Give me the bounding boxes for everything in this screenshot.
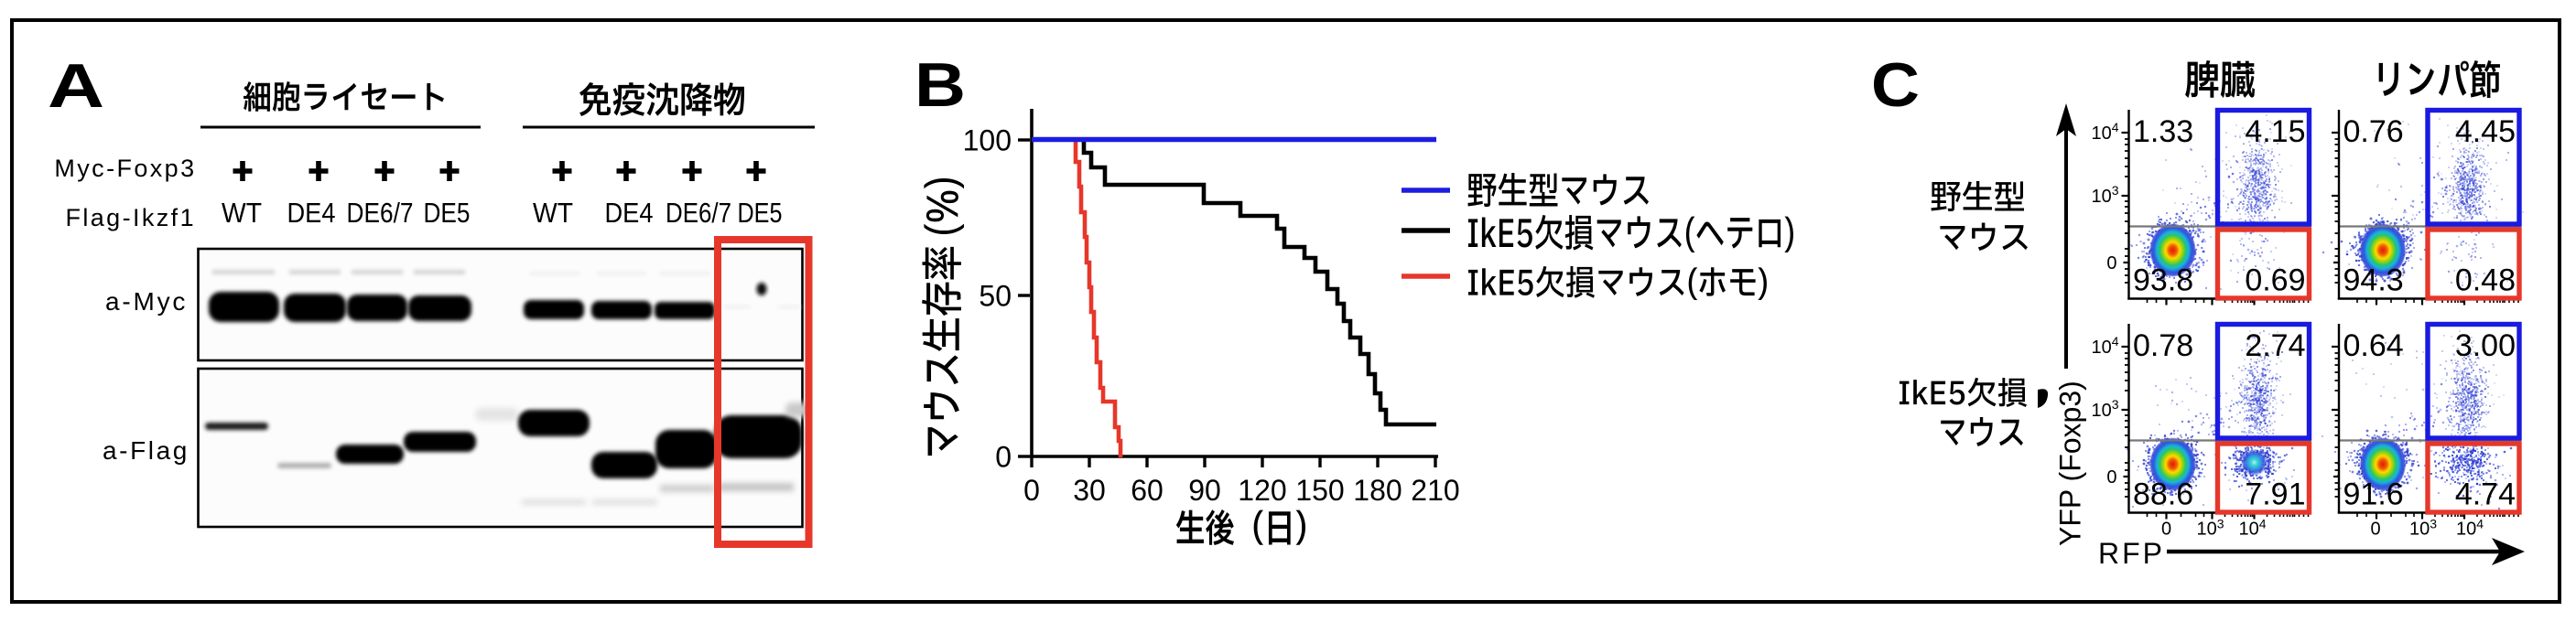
svg-text:WT: WT [533, 198, 573, 229]
svg-text:DE6/7: DE6/7 [347, 198, 414, 229]
svg-text:DE4: DE4 [287, 198, 336, 229]
svg-text:180: 180 [1353, 474, 1402, 507]
svg-text:7.91: 7.91 [2245, 477, 2305, 512]
svg-text:100: 100 [963, 124, 1012, 157]
svg-text:RFP: RFP [2098, 537, 2165, 570]
svg-text:Flag-Ikzf1: Flag-Ikzf1 [65, 204, 196, 231]
svg-text:60: 60 [1131, 474, 1164, 507]
svg-text:DE5: DE5 [424, 198, 471, 229]
svg-text:1.33: 1.33 [2133, 114, 2193, 149]
svg-text:a-Myc: a-Myc [105, 287, 188, 316]
svg-text:0.78: 0.78 [2133, 328, 2193, 363]
svg-text:94.3: 94.3 [2343, 263, 2404, 298]
svg-text:0.48: 0.48 [2455, 263, 2516, 298]
svg-text:0.69: 0.69 [2245, 263, 2305, 298]
svg-text:4.45: 4.45 [2455, 114, 2516, 149]
svg-text:0: 0 [1023, 474, 1040, 507]
svg-text:88.6: 88.6 [2133, 477, 2193, 512]
svg-text:210: 210 [1411, 474, 1459, 507]
svg-text:DE5: DE5 [738, 198, 783, 229]
svg-text:2.74: 2.74 [2245, 328, 2305, 363]
svg-text:120: 120 [1238, 474, 1286, 507]
svg-text:A: A [48, 51, 104, 121]
svg-text:DE6/7: DE6/7 [666, 198, 731, 229]
svg-text:0: 0 [995, 441, 1012, 474]
svg-text:DE4: DE4 [605, 198, 654, 229]
svg-text:50: 50 [979, 280, 1012, 313]
svg-text:a-Flag: a-Flag [103, 436, 189, 465]
svg-text:0.76: 0.76 [2343, 114, 2404, 149]
svg-text:Myc-Foxp3: Myc-Foxp3 [54, 155, 196, 182]
svg-text:93.8: 93.8 [2133, 263, 2193, 298]
svg-text:C: C [1871, 50, 1920, 120]
svg-text:4.15: 4.15 [2245, 114, 2305, 149]
svg-text:30: 30 [1073, 474, 1106, 507]
svg-text:B: B [915, 50, 966, 120]
svg-text:YFP (Foxp3): YFP (Foxp3) [2054, 381, 2087, 546]
svg-text:WT: WT [222, 198, 262, 229]
svg-text:150: 150 [1295, 474, 1344, 507]
svg-text:90: 90 [1188, 474, 1221, 507]
